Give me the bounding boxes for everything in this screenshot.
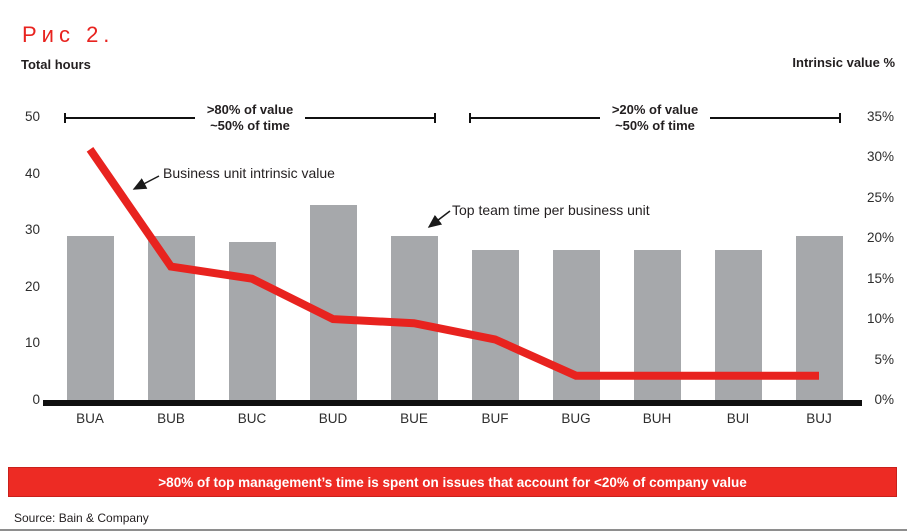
banner-text: >80% of top management’s time is spent o… — [158, 474, 747, 490]
key-takeaway-banner: >80% of top management’s time is spent o… — [8, 467, 897, 497]
right-axis-tick-label: 15% — [866, 270, 894, 286]
annotation-arrow-icon — [132, 175, 160, 190]
bar-bue — [390, 235, 438, 400]
bar-bub — [147, 235, 195, 400]
bracket-label-line2: ~50% of time — [615, 118, 695, 133]
left-axis-title: Total hours — [21, 57, 91, 72]
left-axis-tick-label: 40 — [24, 165, 40, 181]
bar-buc — [228, 241, 276, 400]
left-axis-tick-label: 10 — [24, 335, 40, 351]
bracket-label: >80% of value ~50% of time — [195, 102, 305, 134]
left-axis-tick-label: 50 — [24, 109, 40, 124]
bracket-line — [305, 117, 435, 119]
bar-bua — [66, 235, 114, 400]
bracket-label-line1: >20% of value — [611, 102, 699, 117]
x-axis-label-buj: BUJ — [806, 411, 832, 426]
bar-buj — [795, 235, 843, 400]
right-axis-title: Intrinsic value % — [792, 55, 895, 70]
bar-bud — [309, 204, 357, 400]
x-axis-label-bui: BUI — [726, 411, 750, 426]
bracket-tick-icon — [839, 113, 842, 123]
right-axis-tick-label: 35% — [866, 109, 894, 124]
bottom-divider — [0, 529, 907, 531]
bar-bui — [714, 250, 762, 400]
right-axis-tick-label: 25% — [866, 189, 894, 205]
x-axis-label-bua: BUA — [76, 411, 104, 426]
bracket-label: >20% of value ~50% of time — [600, 102, 710, 134]
bracket-line — [710, 117, 840, 119]
right-axis-tick-label: 30% — [866, 149, 894, 165]
left-axis-tick-label: 0 — [32, 392, 40, 407]
bar-bug — [552, 250, 600, 400]
source-text: Source: Bain & Company — [14, 511, 149, 525]
bracket-label-line2: ~50% of time — [210, 118, 290, 133]
x-axis-label-bub: BUB — [157, 411, 185, 426]
left-axis-tick-label: 20 — [24, 278, 40, 294]
right-axis-tick-label: 0% — [874, 392, 894, 407]
bar-series-annotation: Top team time per business unit — [452, 202, 650, 218]
x-axis-label-bug: BUG — [561, 411, 591, 426]
bracket-label-line1: >80% of value — [206, 102, 294, 117]
right-axis-tick-label: 5% — [874, 351, 894, 367]
bar-buf — [471, 250, 519, 400]
x-axis-line — [43, 400, 862, 406]
bar-buh — [633, 250, 681, 400]
x-axis-label-bud: BUD — [318, 411, 348, 426]
bracket-tick-icon — [469, 113, 471, 123]
bracket-line — [471, 117, 600, 119]
x-axis-label-bue: BUE — [400, 411, 428, 426]
intrinsic-value-line — [86, 147, 819, 380]
x-axis-label-buf: BUF — [481, 411, 509, 426]
x-axis-label-buc: BUC — [237, 411, 267, 426]
bracket-tick-icon — [64, 113, 66, 123]
bracket-value-20: >20% of value ~50% of time — [469, 101, 842, 135]
bracket-value-80: >80% of value ~50% of time — [64, 101, 437, 135]
right-axis-tick-label: 10% — [866, 311, 894, 327]
figure-title: Рис 2. — [22, 22, 115, 47]
left-axis-tick-label: 30 — [24, 222, 40, 238]
annotation-arrow-icon — [427, 210, 451, 228]
x-axis-label-buh: BUH — [642, 411, 672, 426]
bracket-tick-icon — [434, 113, 437, 123]
right-axis-tick-label: 20% — [866, 230, 894, 246]
bracket-line — [66, 117, 195, 119]
line-series-annotation: Business unit intrinsic value — [163, 165, 335, 181]
